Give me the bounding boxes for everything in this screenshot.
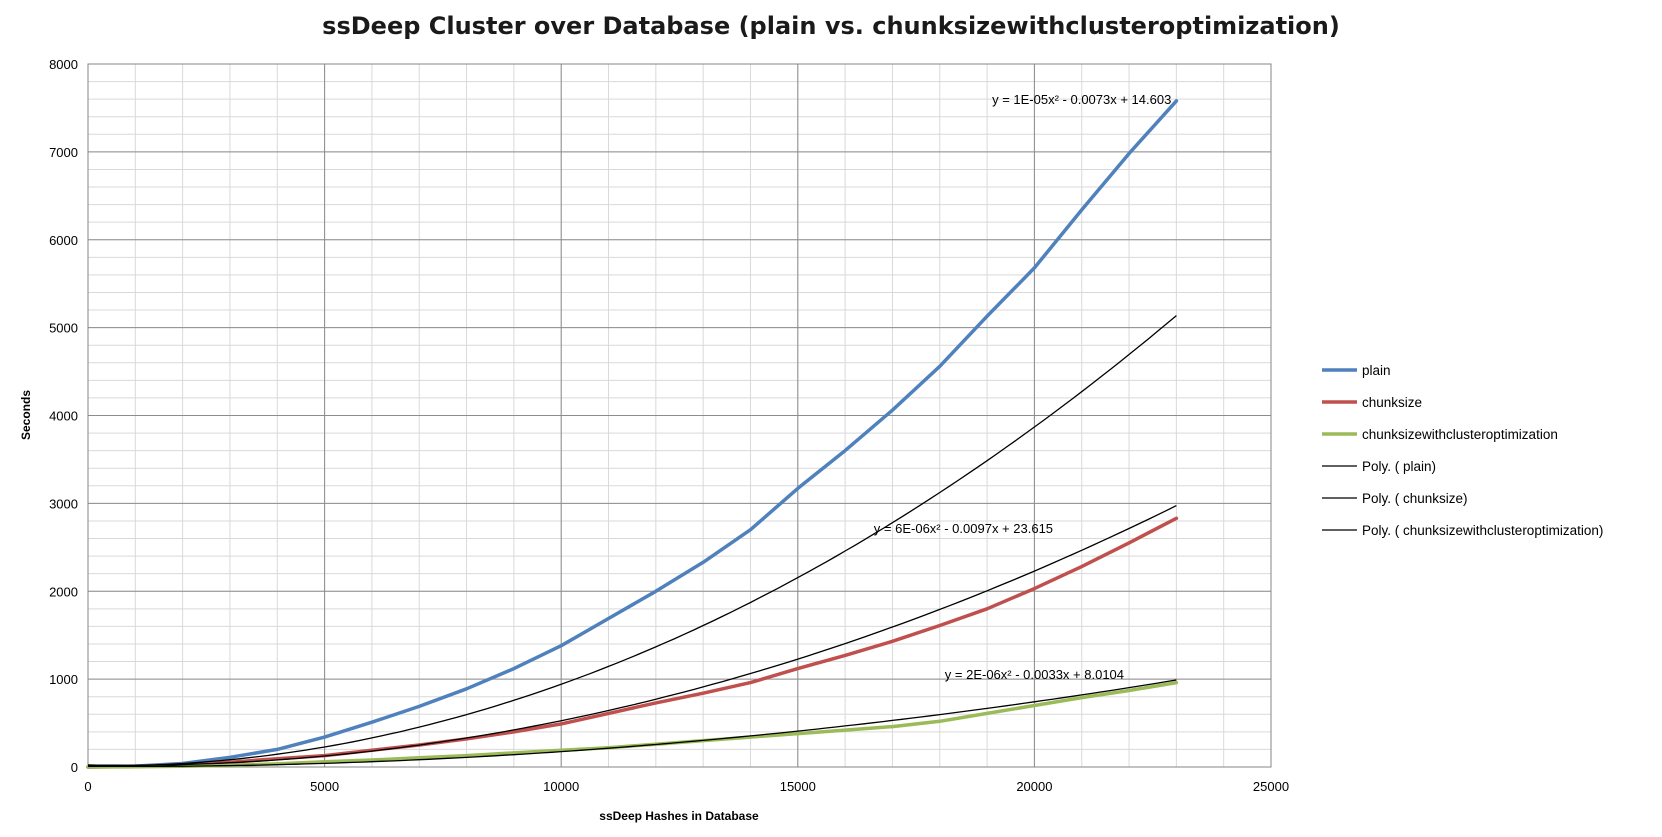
x-axis-label: ssDeep Hashes in Database [599, 809, 759, 823]
y-axis: 0 1000 2000 3000 4000 5000 6000 7000 8000 [49, 57, 78, 775]
y-tick-label: 1000 [49, 672, 78, 687]
y-tick-label: 3000 [49, 496, 78, 511]
legend-label: chunksize [1362, 395, 1422, 410]
legend-label: Poly. ( plain) [1362, 459, 1436, 474]
y-axis-label: Seconds [19, 390, 33, 440]
x-tick-label: 0 [84, 779, 91, 794]
legend-label: Poly. ( chunksizewithclusteroptimization… [1362, 523, 1603, 538]
x-tick-label: 10000 [543, 779, 579, 794]
y-tick-label: 7000 [49, 145, 78, 160]
series-line-1 [86, 516, 1179, 769]
y-tick-label: 2000 [49, 584, 78, 599]
trendlines [87, 315, 1177, 768]
x-axis: 0 5000 10000 15000 20000 25000 [84, 779, 1289, 794]
legend-label: Poly. ( chunksize) [1362, 491, 1468, 506]
trendline-2 [88, 679, 1177, 768]
chart-title: ssDeep Cluster over Database (plain vs. … [322, 12, 1340, 40]
legend-label: chunksizewithclusteroptimization [1362, 427, 1558, 442]
trendline-0 [87, 315, 1177, 767]
trendline-1 [87, 505, 1177, 766]
grid [87, 63, 1272, 768]
trendline-equations: y = 1E-05x² - 0.0073x + 14.603 y = 6E-06x… [874, 92, 1172, 682]
plot-area [87, 63, 1272, 768]
trendline-equation: y = 6E-06x² - 0.0097x + 23.615 [874, 521, 1053, 536]
x-tick-label: 5000 [310, 779, 339, 794]
legend-label: plain [1362, 363, 1391, 378]
y-tick-label: 0 [71, 760, 78, 775]
trendline-equation: y = 1E-05x² - 0.0073x + 14.603 [992, 92, 1171, 107]
series-line-0 [86, 99, 1179, 769]
y-tick-label: 4000 [49, 409, 78, 424]
y-tick-label: 8000 [49, 57, 78, 72]
x-tick-label: 25000 [1253, 779, 1289, 794]
y-tick-label: 6000 [49, 233, 78, 248]
trendline-equation: y = 2E-06x² - 0.0033x + 8.0104 [945, 667, 1124, 682]
x-tick-label: 20000 [1016, 779, 1052, 794]
legend: plain chunksize chunksizewithclusteroptimi… [1322, 363, 1603, 538]
y-tick-label: 5000 [49, 321, 78, 336]
x-tick-label: 15000 [780, 779, 816, 794]
